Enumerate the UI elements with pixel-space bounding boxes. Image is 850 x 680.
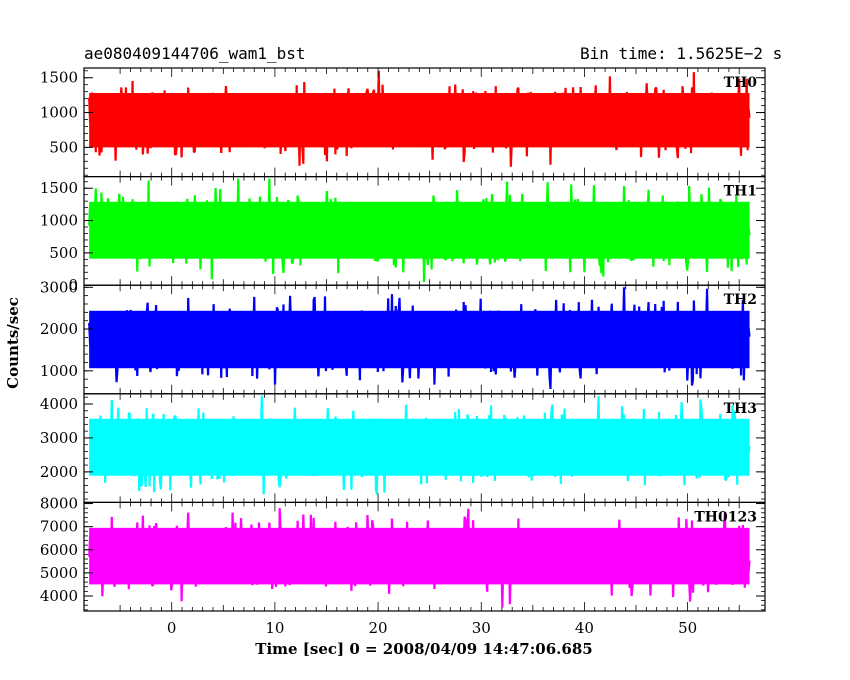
x-tick-label: 10 — [265, 619, 284, 637]
chart-title: ae080409144706_wam1_bst — [84, 44, 306, 63]
series-band-th0123 — [89, 527, 750, 585]
y-tick-label-th2: 1000 — [40, 362, 78, 380]
y-tick-label-th0123: 8000 — [40, 495, 78, 513]
panel-frame-th0123 — [83, 501, 766, 612]
panel-label-th0: TH0 — [724, 75, 758, 91]
bin-time-label: Bin time: 1.5625E−2 s — [580, 44, 783, 63]
y-tick-label-th0: 500 — [49, 138, 78, 156]
y-axis-title: Counts/sec — [4, 297, 22, 389]
x-tick-label: 40 — [575, 619, 594, 637]
series-band-th3 — [89, 418, 750, 476]
series-band-th2 — [89, 310, 750, 369]
y-tick-label-th3: 3000 — [40, 429, 78, 447]
x-tick-label: 50 — [678, 619, 697, 637]
y-tick-label-th0: 1000 — [40, 104, 78, 122]
x-axis-title: Time [sec] 0 = 2008/04/09 14:47:06.685 — [255, 640, 592, 658]
panel-label-th2: TH2 — [724, 292, 757, 308]
y-tick-label-th3: 4000 — [40, 395, 78, 413]
y-tick-label-th2: 3000 — [40, 278, 78, 296]
y-tick-label-th1: 500 — [49, 244, 78, 262]
panel-label-th0123: TH0123 — [694, 509, 757, 525]
series-band-th0 — [89, 93, 750, 148]
y-tick-label-th0123: 7000 — [40, 518, 78, 536]
y-tick-label-th1: 0 — [68, 276, 78, 294]
x-tick-label: 0 — [167, 619, 177, 637]
series-band-th1 — [89, 201, 750, 259]
y-tick-label-th0123: 6000 — [40, 541, 78, 559]
panel-label-th3: TH3 — [724, 401, 757, 417]
y-tick-label-th1: 1500 — [40, 179, 78, 197]
x-tick-label: 30 — [472, 619, 491, 637]
y-tick-label-th0123: 5000 — [40, 564, 78, 582]
y-tick-label-th2: 2000 — [40, 320, 78, 338]
x-tick-label: 20 — [369, 619, 388, 637]
y-tick-label-th0: 1500 — [40, 69, 78, 87]
y-tick-label-th3: 2000 — [40, 463, 78, 481]
panel-label-th1: TH1 — [724, 184, 757, 200]
y-tick-label-th0123: 4000 — [40, 587, 78, 605]
y-tick-label-th1: 1000 — [40, 212, 78, 230]
